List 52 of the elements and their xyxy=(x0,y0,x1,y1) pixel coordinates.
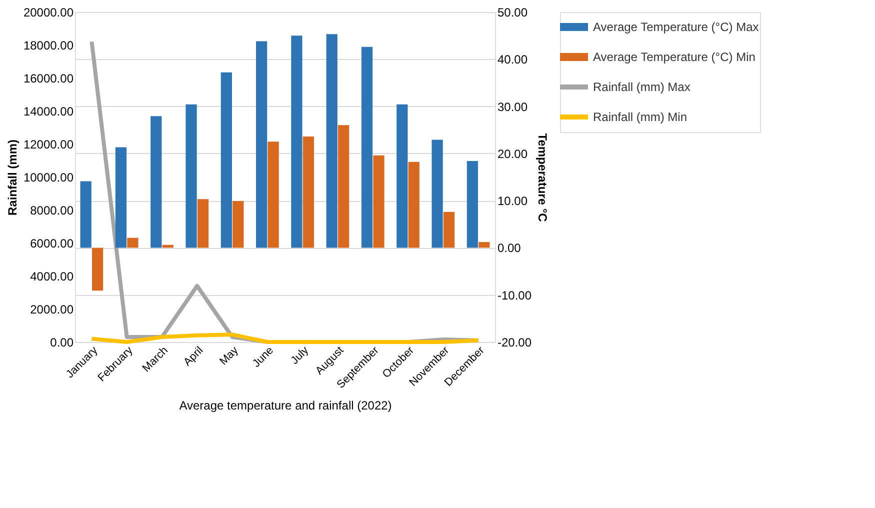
bar xyxy=(80,181,92,248)
bar xyxy=(127,238,138,248)
bar xyxy=(432,140,443,248)
bar xyxy=(150,116,162,248)
y-tick-label: 14000.00 xyxy=(23,104,74,118)
legend-label: Average Temperature (°C) Max xyxy=(593,20,759,34)
y-tick-label: 2000.00 xyxy=(30,302,74,316)
legend-label: Rainfall (mm) Min xyxy=(593,110,688,124)
y-tick-label: 10000.00 xyxy=(23,170,74,184)
y2-tick-label: 50.00 xyxy=(498,6,528,20)
y2-tick-label: 0.00 xyxy=(498,241,522,256)
line-series xyxy=(90,332,480,344)
y-tick-label: 20000.00 xyxy=(23,6,74,20)
bar xyxy=(443,212,455,248)
bar xyxy=(408,162,420,248)
bar xyxy=(373,155,384,248)
bar xyxy=(291,36,302,248)
y2-tick-label: 30.00 xyxy=(498,100,528,114)
bar xyxy=(361,46,373,248)
bar xyxy=(466,160,478,248)
legend-label: Rainfall (mm) Max xyxy=(593,80,690,94)
y2-tick-label: -20.00 xyxy=(498,336,532,350)
y-axis-title: Rainfall (mm) xyxy=(5,139,20,216)
y2-tick-label: -10.00 xyxy=(498,288,532,302)
y2-tick-label: 20.00 xyxy=(498,146,528,161)
bar xyxy=(232,201,244,248)
y2-tick-label: 10.00 xyxy=(498,194,528,208)
y-tick-label: 12000.00 xyxy=(23,138,74,152)
x-axis-title: Average temperature and rainfall (2022) xyxy=(179,398,392,412)
bar xyxy=(396,104,408,248)
bar xyxy=(326,34,338,248)
y-tick-label: 6000.00 xyxy=(30,236,74,250)
legend-label: Average Temperature (°C) Min xyxy=(593,50,756,64)
y2-tick-label: 40.00 xyxy=(498,52,528,67)
x-tick-label: May xyxy=(218,344,242,368)
bar xyxy=(186,104,197,248)
bar xyxy=(338,125,350,248)
bar xyxy=(115,147,127,248)
bar xyxy=(197,199,209,248)
y-tick-label: 4000.00 xyxy=(30,270,74,284)
y-tick-label: 8000.00 xyxy=(30,204,74,218)
y-tick-label: 18000.00 xyxy=(23,38,74,52)
y-tick-label: 16000.00 xyxy=(23,72,74,86)
x-tick-label: July xyxy=(288,344,312,367)
bar xyxy=(478,242,490,248)
bar xyxy=(256,41,268,248)
y2-axis-title: Temperature °C xyxy=(536,133,550,222)
y-tick-label: 0.00 xyxy=(50,336,74,350)
bar xyxy=(302,136,314,248)
bar xyxy=(268,142,279,248)
bar xyxy=(220,72,232,248)
bar xyxy=(92,248,104,291)
